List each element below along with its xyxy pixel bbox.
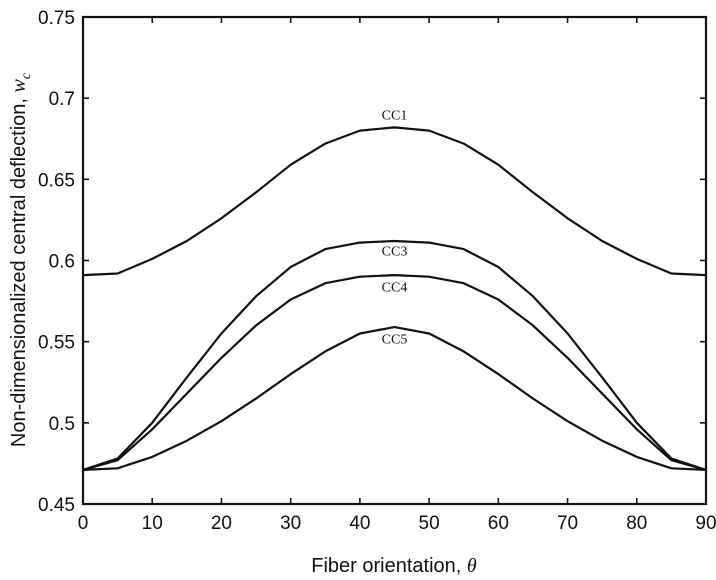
x-tick-label: 30 xyxy=(280,513,301,534)
series-lines xyxy=(82,126,707,471)
x-tick-label: 50 xyxy=(419,513,440,534)
x-tick-label: 40 xyxy=(349,513,370,534)
series-label-cc4: CC4 xyxy=(382,280,408,295)
plot-frame xyxy=(81,15,708,506)
y-tick-label: 0.75 xyxy=(38,8,75,29)
series-labels: CC1 CC3 CC4 CC5 xyxy=(382,108,408,347)
y-tick-label: 0.45 xyxy=(38,495,75,516)
y-tick-label: 0.55 xyxy=(38,333,75,354)
series-label-cc1: CC1 xyxy=(382,108,408,123)
y-tick-label: 0.65 xyxy=(38,170,75,191)
x-tick-label: 20 xyxy=(211,513,232,534)
x-tick-label: 70 xyxy=(557,513,578,534)
x-tick-label: 60 xyxy=(488,513,509,534)
series-label-cc5: CC5 xyxy=(382,332,408,347)
x-tick-label: 0 xyxy=(78,513,89,534)
x-axis-ticks: 0 10 20 30 40 50 60 70 80 90 xyxy=(78,17,716,534)
y-axis-label: Non-dimensionalized central deflection, … xyxy=(8,72,34,447)
x-tick-label: 80 xyxy=(626,513,647,534)
series-label-cc3: CC3 xyxy=(382,245,408,260)
y-tick-label: 0.5 xyxy=(49,414,75,435)
series-line-cc5 xyxy=(82,326,707,471)
series-line-cc1 xyxy=(82,126,707,277)
x-axis-label: Fiber orientation, θ xyxy=(311,555,477,577)
series-line-cc3 xyxy=(82,239,707,471)
y-tick-label: 0.7 xyxy=(49,89,75,110)
x-tick-label: 10 xyxy=(142,513,163,534)
x-tick-label: 90 xyxy=(695,513,716,534)
series-line-cc4 xyxy=(82,274,707,471)
y-axis-ticks: 0.45 0.5 0.55 0.6 0.65 0.7 0.75 xyxy=(38,8,706,516)
y-tick-label: 0.6 xyxy=(49,252,75,273)
